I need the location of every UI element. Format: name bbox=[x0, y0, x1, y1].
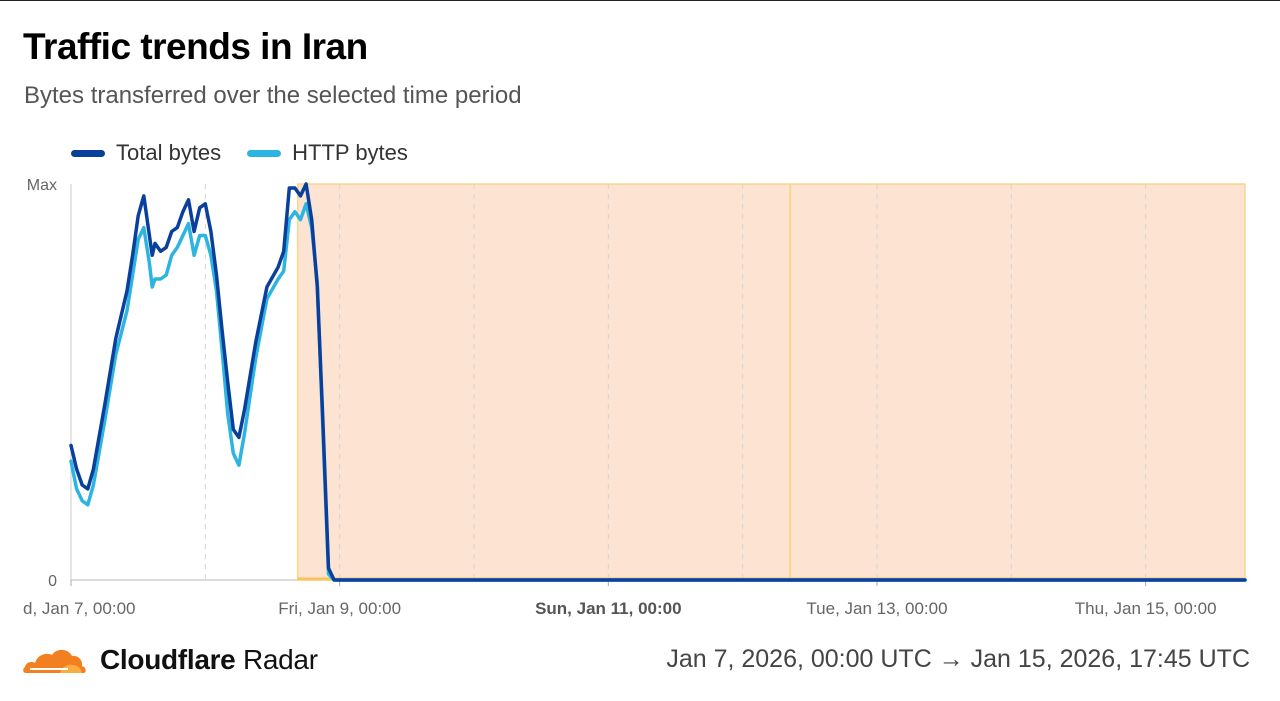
legend-item-total-bytes[interactable]: Total bytes bbox=[71, 140, 221, 166]
brand-name-bold: Cloudflare bbox=[100, 644, 236, 675]
series-line-total-bytes bbox=[69, 182, 1247, 582]
brand-name-light: Radar bbox=[242, 644, 318, 675]
x-tick-label: Thu, Jan 15, 00:00 bbox=[1075, 599, 1217, 618]
time-range: Jan 7, 2026, 00:00 UTC → Jan 15, 2026, 1… bbox=[666, 645, 1250, 673]
legend: Total bytes HTTP bytes bbox=[71, 140, 434, 166]
brand-name: Cloudflare Radar bbox=[100, 644, 318, 676]
y-tick-label: 0 bbox=[48, 573, 57, 590]
x-tick-label: d, Jan 7, 00:00 bbox=[23, 599, 135, 618]
cloudflare-logo-icon bbox=[23, 649, 86, 673]
top-border bbox=[0, 0, 1280, 1]
legend-swatch-http-bytes bbox=[247, 149, 282, 157]
cloudflare-radar-brand: Cloudflare Radar bbox=[22, 643, 318, 677]
legend-item-http-bytes[interactable]: HTTP bytes bbox=[247, 140, 408, 166]
x-tick-label: Tue, Jan 13, 00:00 bbox=[806, 599, 947, 618]
x-tick-label: Sun, Jan 11, 00:00 bbox=[535, 599, 681, 618]
highlight-region bbox=[296, 183, 1246, 581]
legend-label-total-bytes: Total bytes bbox=[116, 140, 222, 165]
chart-subtitle: Bytes transferred over the selected time… bbox=[24, 82, 522, 109]
chart-title: Traffic trends in Iran bbox=[23, 26, 368, 67]
legend-label-http-bytes: HTTP bytes bbox=[292, 140, 408, 165]
x-tick-label: Fri, Jan 9, 00:00 bbox=[278, 599, 401, 618]
y-tick-label: Max bbox=[27, 177, 57, 194]
legend-swatch-total-bytes bbox=[71, 149, 105, 157]
series-line-http-bytes bbox=[69, 202, 1247, 582]
